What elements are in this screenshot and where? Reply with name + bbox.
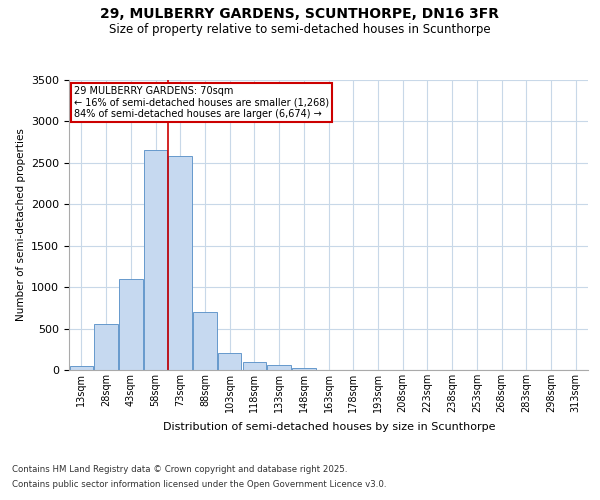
Text: Contains HM Land Registry data © Crown copyright and database right 2025.: Contains HM Land Registry data © Crown c… (12, 465, 347, 474)
Bar (144, 150, 167, 370)
Text: 29, MULBERRY GARDENS, SCUNTHORPE, DN16 3FR: 29, MULBERRY GARDENS, SCUNTHORPE, DN16 3… (101, 8, 499, 22)
Bar (119, 279, 143, 370)
Bar (169, 156, 192, 370)
Bar (268, 365, 291, 370)
Bar (242, 362, 266, 370)
Bar (218, 354, 241, 370)
Y-axis label: Number of semi-detached properties: Number of semi-detached properties (16, 128, 26, 322)
Text: Distribution of semi-detached houses by size in Scunthorpe: Distribution of semi-detached houses by … (163, 422, 495, 432)
Text: Contains public sector information licensed under the Open Government Licence v3: Contains public sector information licen… (12, 480, 386, 489)
Bar (292, 368, 316, 370)
Bar (70, 366, 93, 370)
Bar (94, 324, 118, 370)
Text: 29 MULBERRY GARDENS: 70sqm
← 16% of semi-detached houses are smaller (1,268)
84%: 29 MULBERRY GARDENS: 70sqm ← 16% of semi… (74, 86, 329, 119)
Text: Size of property relative to semi-detached houses in Scunthorpe: Size of property relative to semi-detach… (109, 22, 491, 36)
Bar (193, 312, 217, 370)
